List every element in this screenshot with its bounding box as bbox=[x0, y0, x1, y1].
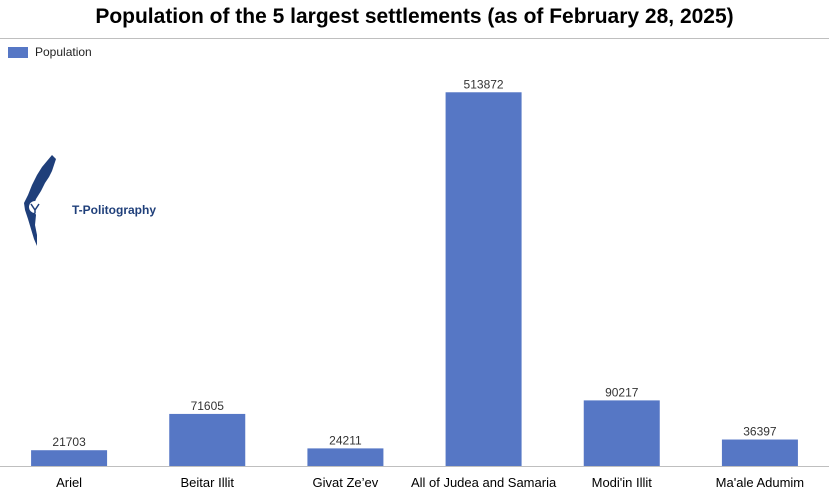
data-label-3: 513872 bbox=[464, 77, 504, 91]
category-label-1: Beitar Illit bbox=[181, 475, 235, 490]
legend: Population bbox=[8, 45, 92, 59]
bar-2 bbox=[307, 448, 384, 466]
legend-swatch bbox=[8, 46, 28, 58]
chart-title: Population of the 5 largest settlements … bbox=[95, 5, 734, 28]
bar-5 bbox=[721, 439, 798, 466]
category-label-5: Ma'ale Adumim bbox=[716, 475, 804, 490]
legend-label: Population bbox=[35, 45, 92, 59]
map-silhouette-icon bbox=[24, 155, 56, 246]
data-label-5: 36397 bbox=[743, 425, 777, 439]
data-label-1: 71605 bbox=[191, 399, 225, 413]
data-label-0: 21703 bbox=[52, 435, 86, 449]
category-label-0: Ariel bbox=[56, 475, 82, 490]
category-label-4: Modi'in Illit bbox=[592, 475, 653, 490]
logo-text: T-Politography bbox=[72, 203, 156, 217]
title-band: Population of the 5 largest settlements … bbox=[0, 0, 829, 39]
bar-0 bbox=[31, 450, 108, 466]
bar-chart: 21703 Ariel 71605 Beitar Illit 24211 Givat Ze… bbox=[0, 77, 829, 490]
data-label-2: 24211 bbox=[329, 433, 362, 447]
bar-1 bbox=[169, 413, 246, 466]
data-label-4: 90217 bbox=[605, 385, 639, 399]
category-label-3: All of Judea and Samaria bbox=[411, 475, 557, 490]
logo: T-Politography bbox=[22, 155, 156, 247]
bars-group: 21703 Ariel 71605 Beitar Illit 24211 Givat Ze… bbox=[31, 77, 804, 490]
category-label-2: Givat Ze’ev bbox=[313, 475, 379, 490]
bar-3 bbox=[445, 92, 522, 467]
bar-4 bbox=[583, 400, 660, 466]
